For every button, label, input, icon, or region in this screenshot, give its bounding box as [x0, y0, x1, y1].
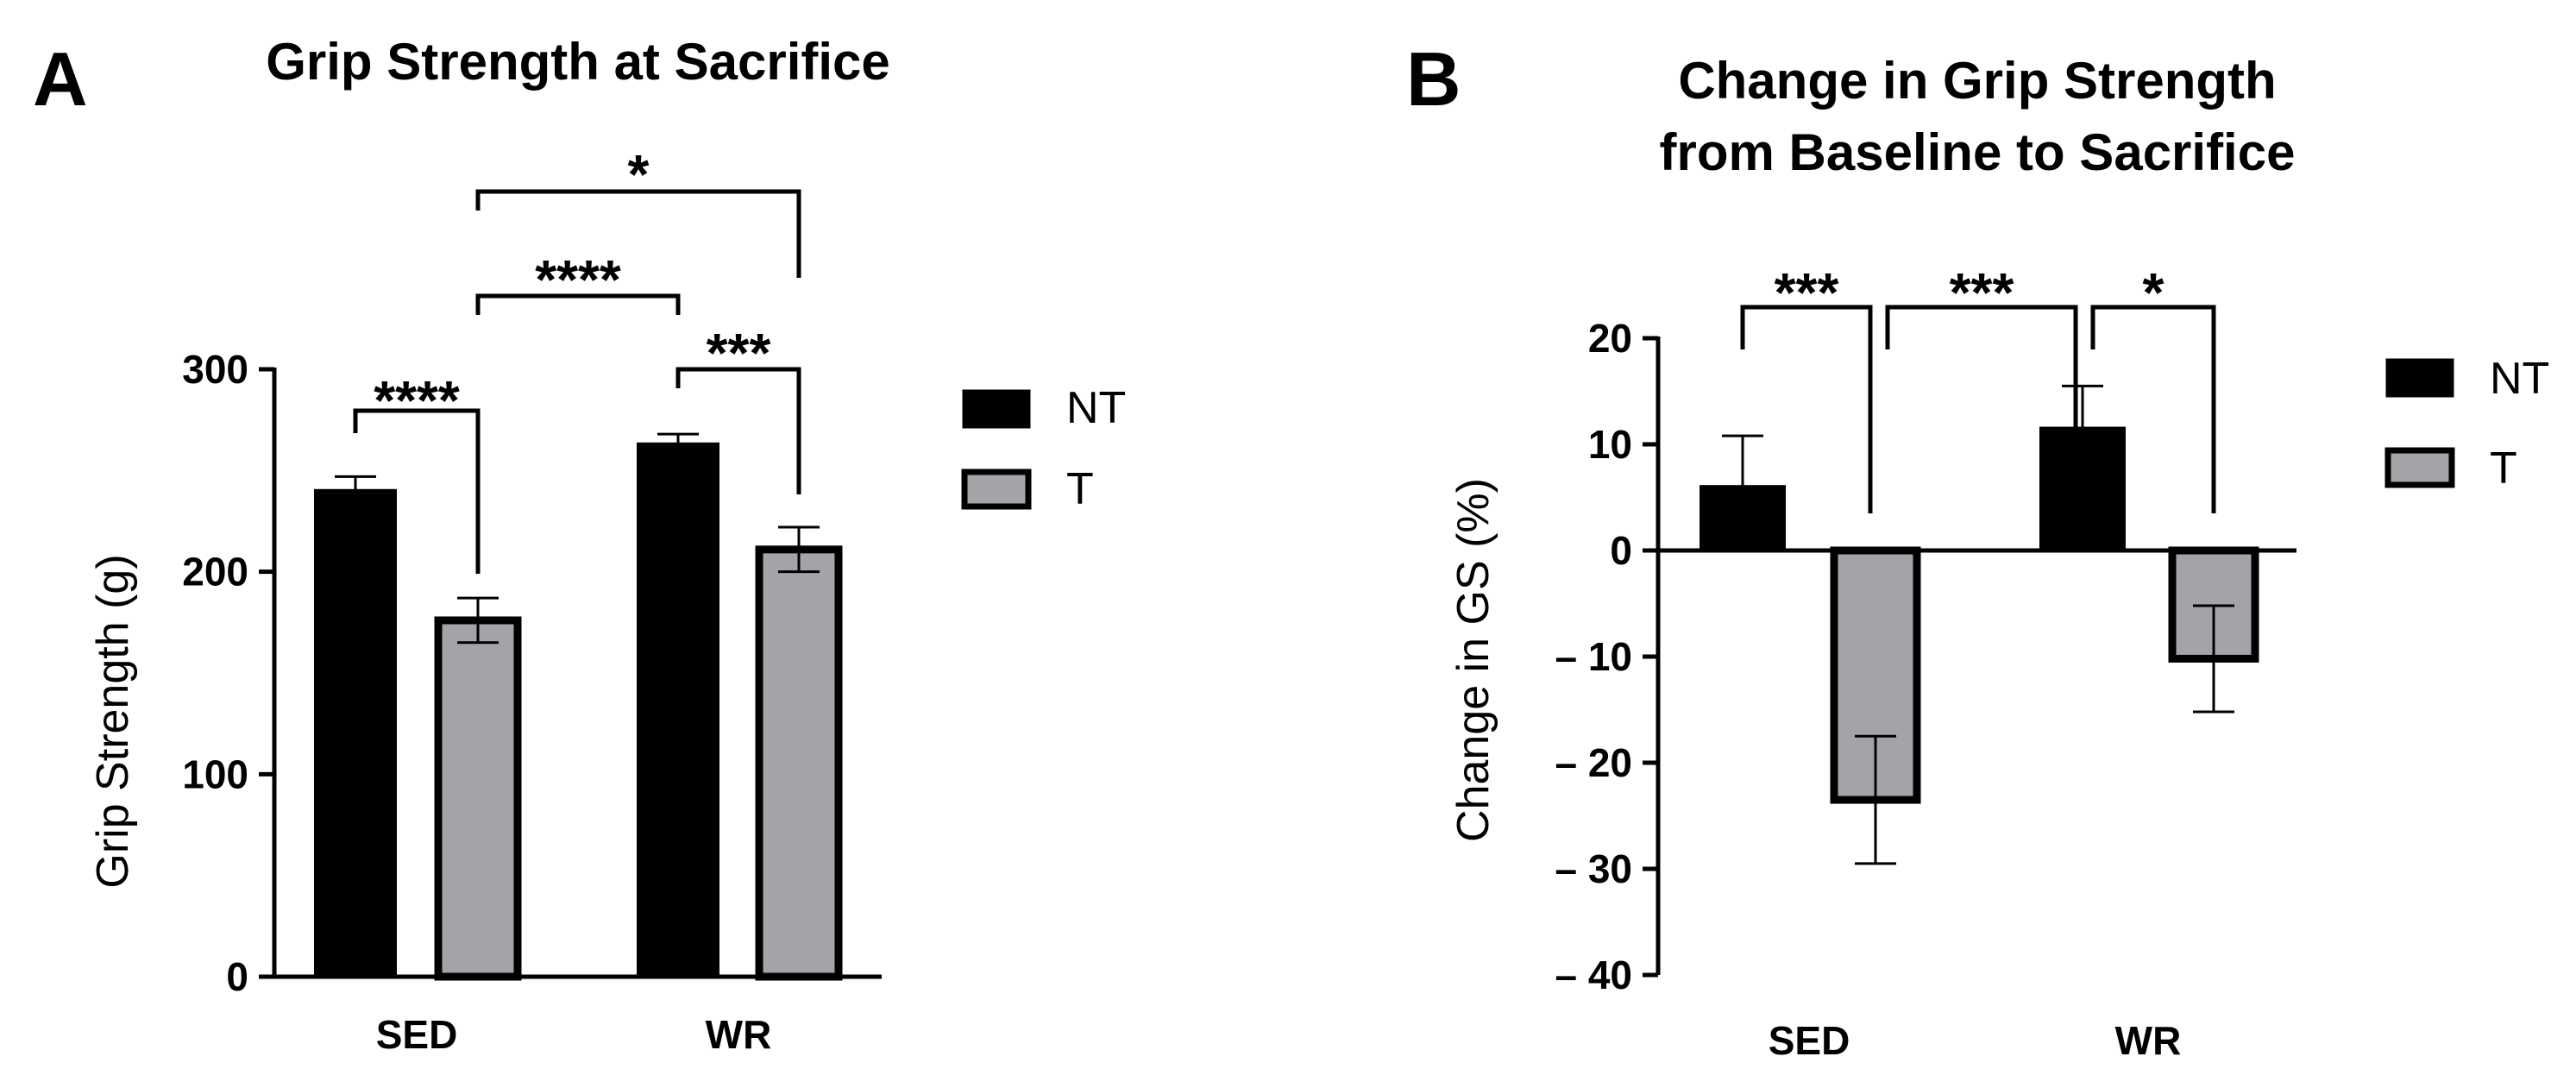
significance-bracket	[475, 293, 681, 315]
significance-bracket	[353, 408, 481, 574]
x-category-label-wr: WR	[706, 1012, 772, 1057]
panel-b-title-line-1: Change in Grip Strength	[1678, 52, 2276, 110]
y-tick-label: 200	[182, 550, 248, 594]
y-tick-label: 100	[182, 752, 248, 796]
legend-label-nt: NT	[1066, 383, 1126, 433]
significance-label: ***	[1775, 261, 1839, 324]
legend-swatch-nt	[2385, 358, 2454, 398]
legend-swatch-t	[2384, 447, 2455, 488]
significance-label: *	[2143, 261, 2164, 324]
significance-label: ****	[535, 248, 621, 311]
panel-b-title-line-2: from Baseline to Sacrifice	[1660, 123, 2296, 181]
significance-bracket	[2090, 305, 2216, 513]
legend-swatch-nt	[962, 389, 1031, 429]
bar-sed-nt	[314, 488, 397, 978]
significance-bracket	[1740, 305, 1873, 513]
significance-label: ****	[374, 369, 460, 431]
bar-wr-nt	[637, 442, 719, 978]
panel-a: A Grip Strength at Sacrifice Grip Streng…	[33, 33, 1126, 1057]
bar-wr-t	[755, 545, 843, 981]
y-tick-label: – 10	[1555, 634, 1632, 679]
x-category-label-sed: SED	[376, 1012, 458, 1057]
legend-label-t: T	[2490, 443, 2517, 494]
bar-sed-t	[434, 616, 522, 981]
legend-swatch-t	[961, 469, 1032, 510]
y-tick-label: – 20	[1555, 740, 1632, 785]
panel-b-y-axis-label: Change in GS (%)	[1448, 478, 1498, 842]
significance-bracket	[475, 189, 801, 278]
significance-bracket	[675, 367, 801, 494]
y-tick-label: 10	[1588, 422, 1632, 467]
y-tick-label: 0	[226, 954, 248, 999]
panel-a-y-axis-label: Grip Strength (g)	[88, 554, 138, 888]
y-tick-label: 20	[1588, 316, 1632, 361]
y-tick-label: 300	[182, 347, 248, 392]
significance-label: ***	[1950, 261, 2014, 324]
legend-label-t: T	[1066, 464, 1094, 514]
panel-b: B Change in Grip Strength from Baseline …	[1406, 36, 2549, 1063]
y-tick-label: – 30	[1555, 846, 1632, 891]
panel-a-legend: NT T	[961, 383, 1126, 514]
significance-bracket	[1885, 305, 2078, 513]
significance-label: ***	[707, 322, 771, 384]
x-category-label-sed: SED	[1769, 1018, 1850, 1063]
significance-label: *	[628, 143, 650, 205]
panel-letter-a: A	[33, 36, 88, 122]
x-category-label-wr: WR	[2115, 1018, 2182, 1063]
panel-b-legend: NT T	[2384, 354, 2549, 494]
panel-a-title: Grip Strength at Sacrifice	[266, 33, 890, 91]
legend-label-nt: NT	[2490, 354, 2549, 404]
y-tick-label: 0	[1610, 528, 1632, 573]
y-tick-label: – 40	[1555, 953, 1632, 997]
panel-letter-b: B	[1406, 36, 1461, 122]
